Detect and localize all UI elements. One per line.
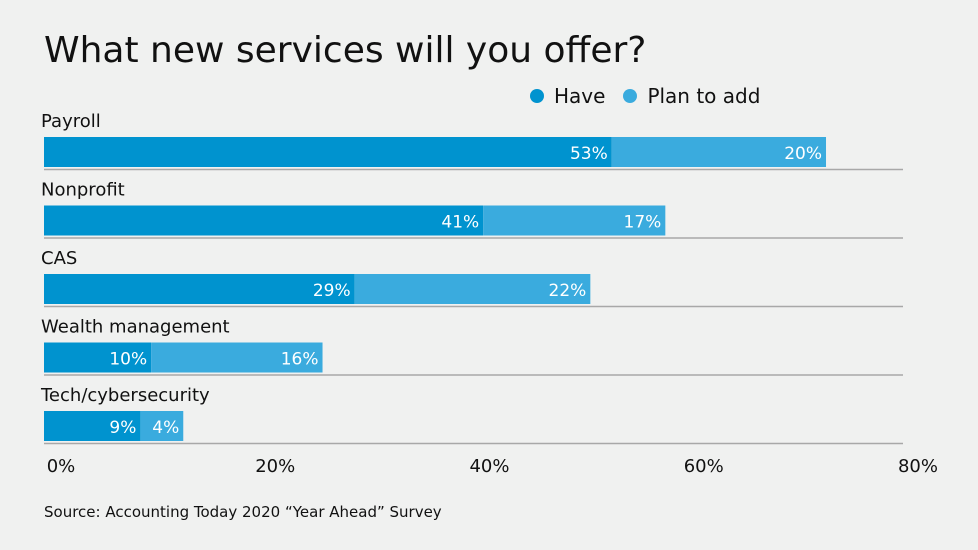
data-label: 20% xyxy=(784,144,822,164)
x-tick-label: 0% xyxy=(47,456,76,477)
x-tick-label: 20% xyxy=(255,456,295,477)
bar-plan xyxy=(140,411,184,441)
bar-have xyxy=(44,137,612,167)
chart-title: What new services will you offer? xyxy=(44,30,647,71)
data-label: 41% xyxy=(441,213,479,233)
data-label: 22% xyxy=(549,281,587,301)
data-label: 4% xyxy=(152,418,179,438)
legend-swatch-plan xyxy=(623,89,638,103)
bar-plan xyxy=(151,342,323,373)
x-tick-label: 60% xyxy=(684,456,724,477)
legend: Have Plan to add xyxy=(530,84,760,108)
category-label: CAS xyxy=(41,248,77,269)
bar-plan xyxy=(354,274,591,304)
bar-plan xyxy=(483,205,666,236)
source-note: Source: Accounting Today 2020 “Year Ahea… xyxy=(44,503,442,521)
legend-label-plan: Plan to add xyxy=(647,84,761,108)
x-tick-label: 80% xyxy=(898,456,938,477)
bar-have xyxy=(44,342,152,373)
legend-label-have: Have xyxy=(554,84,606,108)
legend-item-have: Have xyxy=(530,84,605,108)
bar-have xyxy=(44,411,141,441)
bar-plan xyxy=(611,137,827,167)
data-label: 10% xyxy=(109,350,147,370)
bar-have xyxy=(44,274,355,304)
category-label: Tech/cybersecurity xyxy=(40,385,210,406)
category-label: Payroll xyxy=(41,111,101,132)
legend-swatch-have xyxy=(530,89,544,103)
x-tick-label: 40% xyxy=(469,456,509,477)
data-label: 29% xyxy=(313,281,351,301)
data-label: 17% xyxy=(624,213,662,233)
category-label: Wealth management xyxy=(41,317,230,338)
bar-have xyxy=(44,205,484,236)
legend-item-plan: Plan to add xyxy=(623,84,760,108)
data-label: 16% xyxy=(281,350,319,370)
data-label: 53% xyxy=(570,144,608,164)
category-label: Nonprofit xyxy=(41,180,125,201)
data-label: 9% xyxy=(109,418,136,438)
